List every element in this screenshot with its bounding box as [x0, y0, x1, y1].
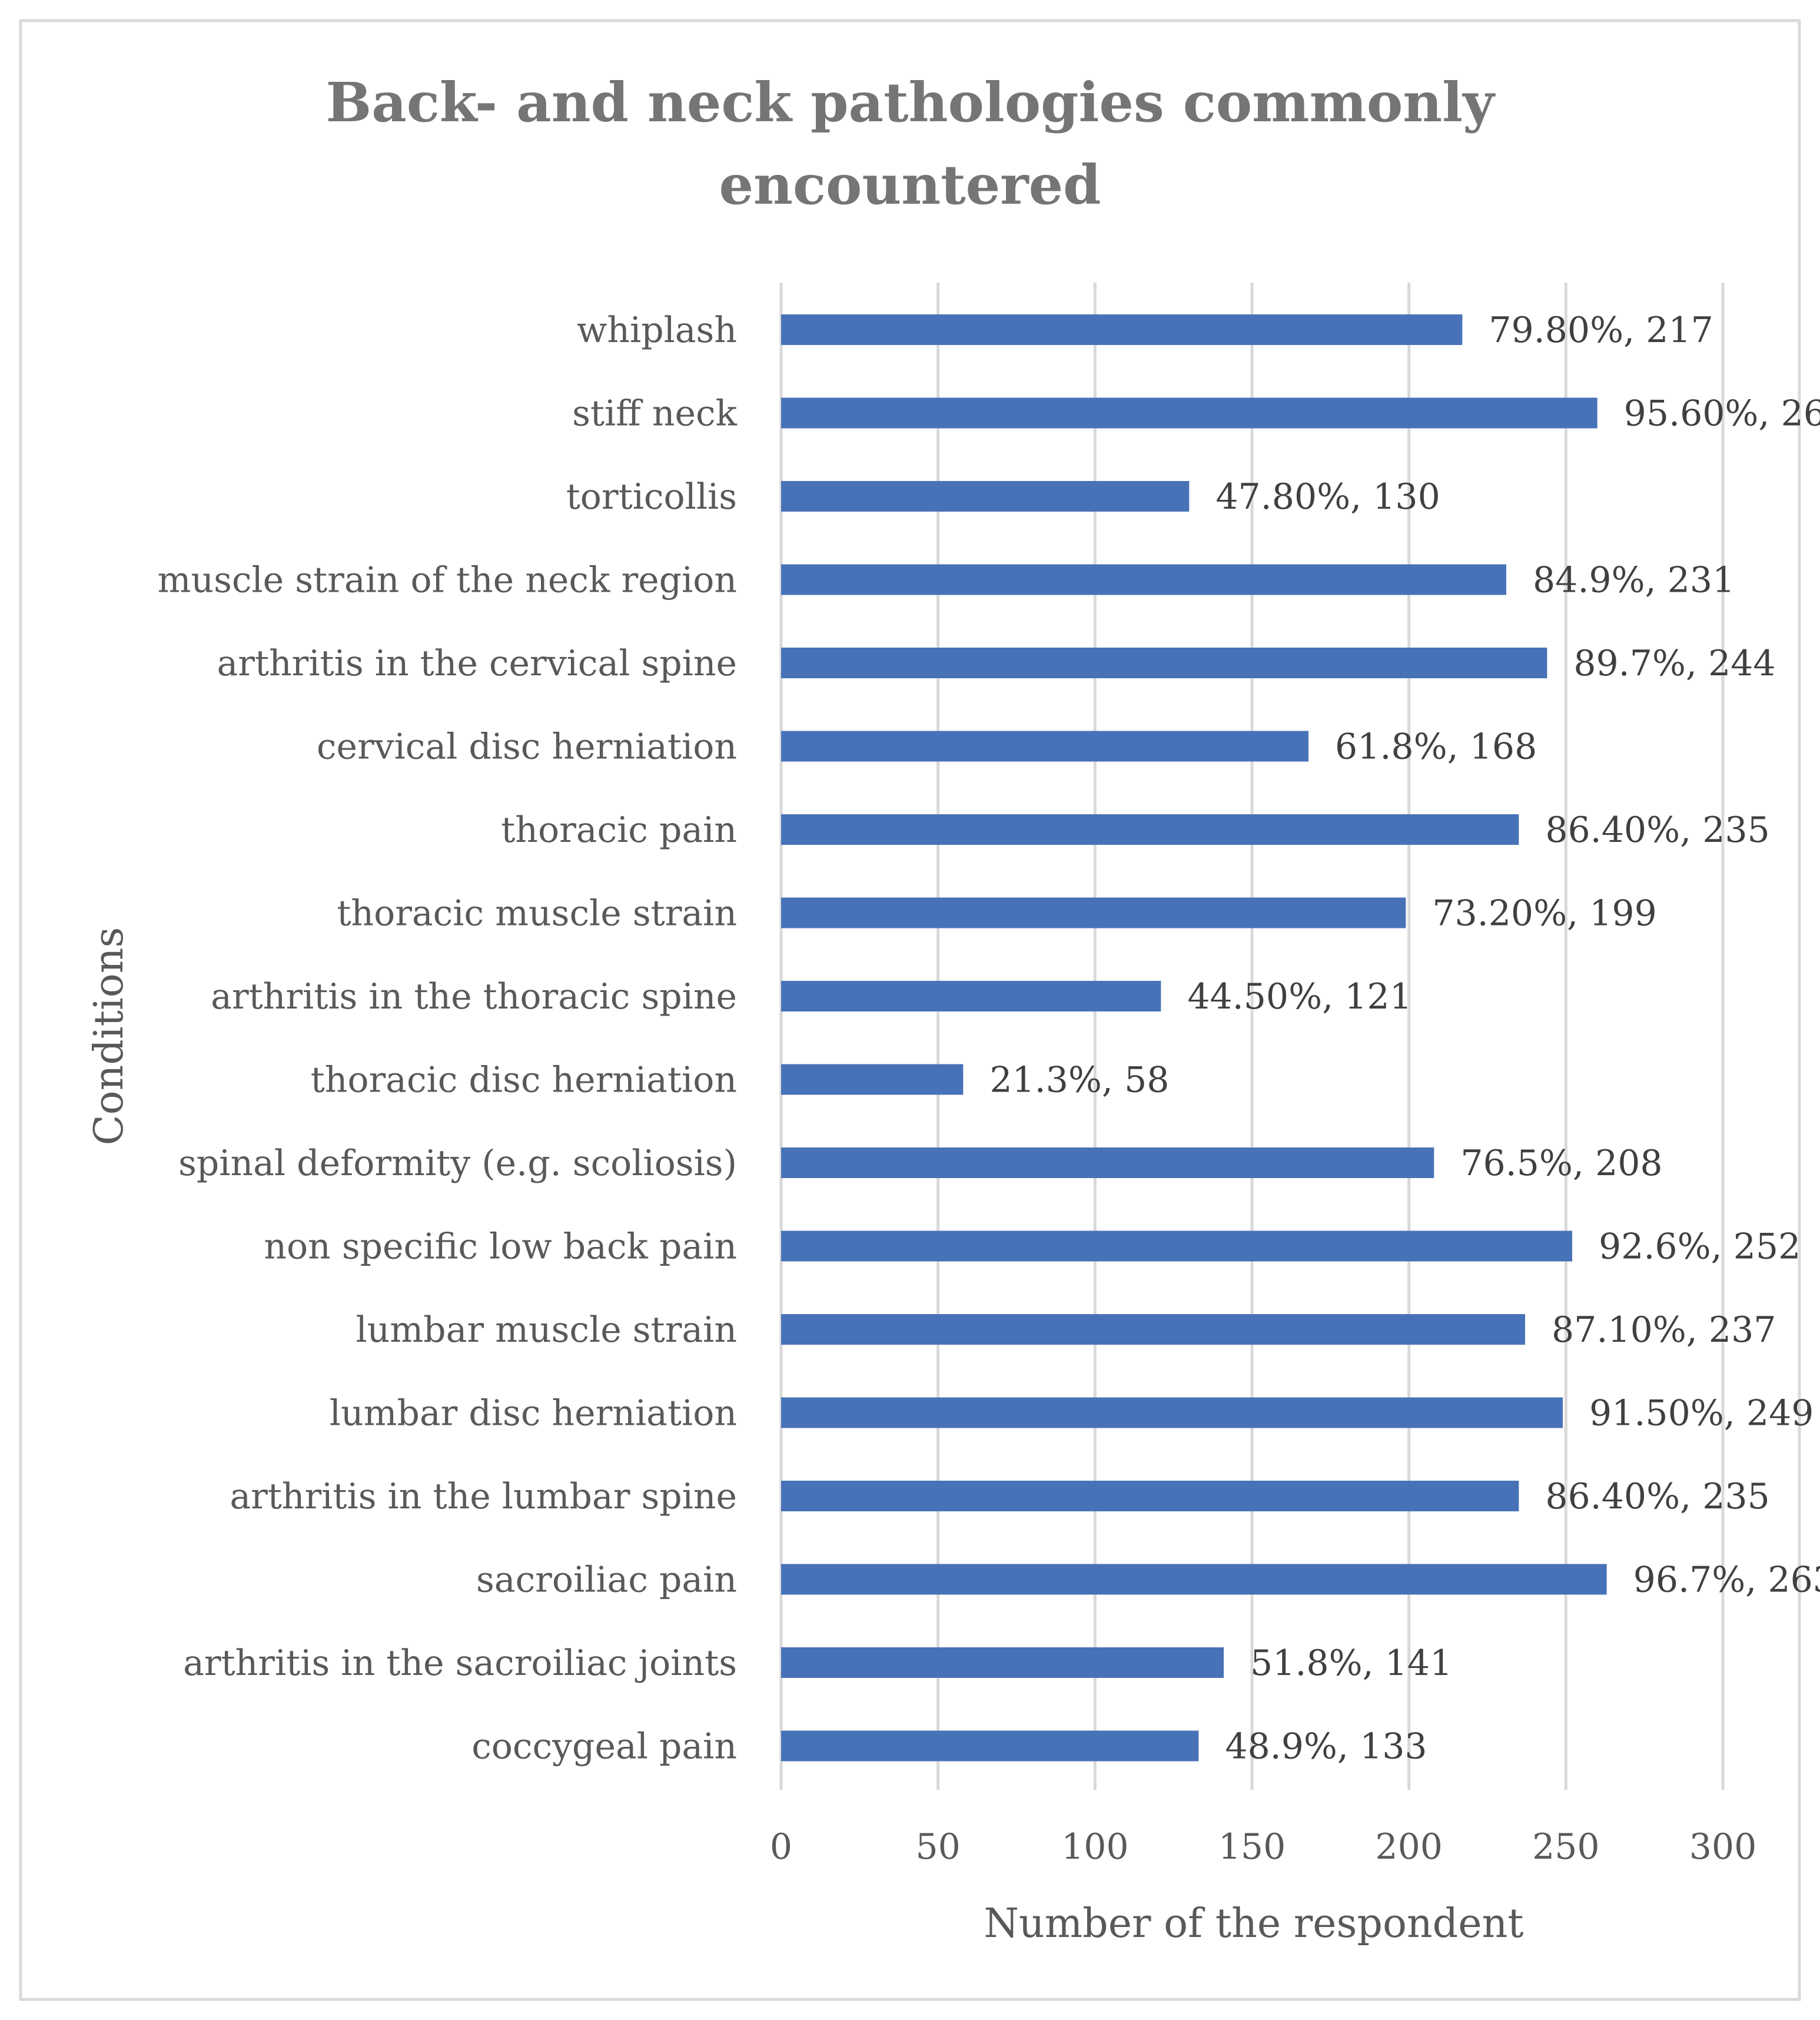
y-axis-title: Conditions [86, 927, 132, 1146]
bar [781, 1397, 1563, 1428]
x-tick-labels: 0 50 100 150 200 250 300 [770, 1826, 1756, 1868]
bar [781, 1647, 1224, 1678]
x-tick-label: 300 [1689, 1826, 1757, 1868]
data-label: 76.5%, 208 [1460, 1143, 1662, 1184]
chart-title-line-1: Back- and neck pathologies commonly [326, 71, 1496, 134]
chart-title-line-2: encountered [719, 153, 1101, 217]
data-label: 91.50%, 249 [1589, 1393, 1814, 1434]
bar [781, 1064, 964, 1095]
data-label: 44.50%, 121 [1187, 976, 1412, 1017]
category-label: sacroiliac pain [476, 1560, 737, 1601]
category-label: arthritis in the cervical spine [217, 643, 737, 684]
category-label: whiplash [577, 310, 737, 351]
data-label: 79.80%, 217 [1489, 310, 1713, 351]
category-label: non specific low back pain [264, 1226, 737, 1268]
x-tick-label: 200 [1375, 1826, 1443, 1868]
x-tick-label: 250 [1532, 1826, 1600, 1868]
bar [781, 1147, 1434, 1178]
category-label: thoracic muscle strain [337, 893, 737, 934]
bar [781, 1314, 1525, 1345]
x-tick-label: 100 [1061, 1826, 1129, 1868]
data-label: 73.20%, 199 [1432, 893, 1656, 934]
category-label: stiff neck [572, 393, 738, 434]
category-label: lumbar disc herniation [330, 1393, 737, 1434]
bar [781, 814, 1519, 845]
data-label: 95.60%, 260 [1624, 393, 1820, 434]
data-labels: 79.80%, 217 95.60%, 260 47.80%, 130 84.9%, … [989, 310, 1820, 1767]
x-tick-label: 0 [770, 1826, 792, 1868]
category-label: arthritis in the lumbar spine [230, 1476, 737, 1517]
category-labels: whiplash stiff neck torticollis muscle stra… [158, 310, 738, 1767]
bar [781, 481, 1190, 512]
bars [781, 314, 1607, 1762]
bar [781, 1230, 1572, 1262]
data-label: 51.8%, 141 [1250, 1643, 1452, 1684]
category-label: cervical disc herniation [317, 727, 737, 768]
bar [781, 314, 1463, 345]
x-tick-label: 50 [915, 1826, 960, 1868]
data-label: 87.10%, 237 [1552, 1309, 1776, 1351]
bar [781, 564, 1506, 595]
data-label: 92.6%, 252 [1599, 1226, 1801, 1268]
category-label: muscle strain of the neck region [158, 560, 737, 601]
bar [781, 1481, 1519, 1511]
bar [781, 897, 1406, 928]
category-label: coccygeal pain [471, 1726, 737, 1767]
gridlines [779, 283, 1725, 1790]
bar [781, 648, 1547, 678]
bar [781, 1730, 1199, 1762]
data-label: 84.9%, 231 [1533, 560, 1735, 601]
x-axis-title: Number of the respondent [984, 1900, 1523, 1947]
category-label: torticollis [566, 476, 737, 518]
data-label: 86.40%, 235 [1545, 1476, 1769, 1517]
x-tick-label: 150 [1218, 1826, 1286, 1868]
bar [781, 397, 1598, 429]
category-label: arthritis in the thoracic spine [211, 976, 737, 1017]
category-label: lumbar muscle strain [356, 1309, 737, 1351]
data-label: 96.7%, 263 [1633, 1560, 1820, 1601]
category-label: thoracic pain [501, 810, 737, 851]
data-label: 89.7%, 244 [1573, 643, 1775, 684]
category-label: arthritis in the sacroiliac joints [183, 1643, 737, 1684]
bar [781, 731, 1308, 762]
category-label: thoracic disc herniation [311, 1060, 737, 1101]
bar [781, 1564, 1607, 1595]
data-label: 86.40%, 235 [1545, 810, 1769, 851]
data-label: 48.9%, 133 [1225, 1726, 1427, 1767]
category-label: spinal deformity (e.g. scoliosis) [178, 1143, 737, 1184]
data-label: 21.3%, 58 [989, 1060, 1169, 1101]
data-label: 61.8%, 168 [1335, 727, 1537, 768]
bar [781, 981, 1161, 1011]
data-label: 47.80%, 130 [1215, 476, 1440, 518]
